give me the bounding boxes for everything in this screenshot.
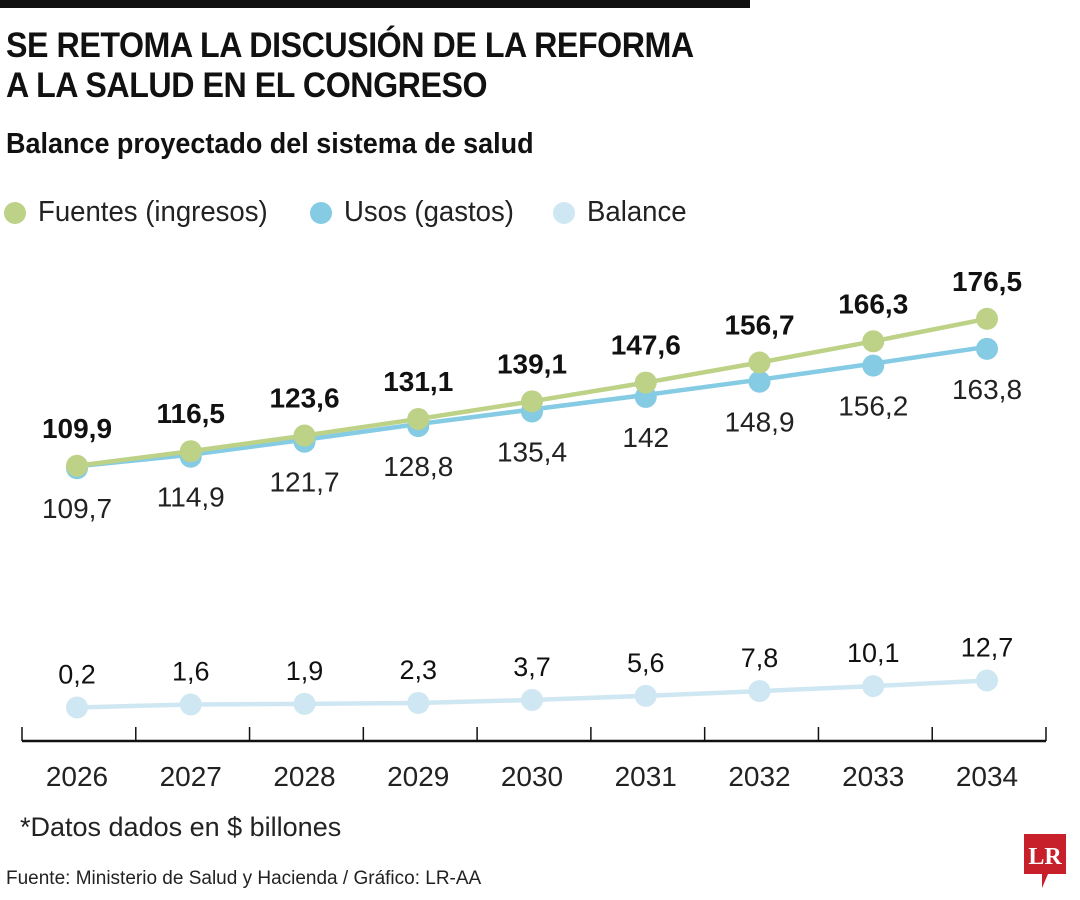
balance-data-label: 3,7 (513, 652, 551, 682)
balance-point (521, 688, 543, 711)
lr-logo-icon: LR (1024, 834, 1066, 888)
usos-data-label: 128,8 (383, 451, 453, 482)
fuentes-data-label: 139,1 (497, 348, 567, 379)
chart-title: SE RETOMA LA DISCUSIÓN DE LA REFORMA A L… (6, 26, 705, 106)
title-line-2: A LA SALUD EN EL CONGRESO (6, 66, 488, 105)
units-note: *Datos dados en $ billones (20, 812, 342, 842)
balance-point (748, 680, 771, 703)
legend: Fuentes (ingresos) Usos (gastos) Balance (4, 196, 721, 229)
fuentes-point (976, 307, 998, 330)
fuentes-point (66, 454, 88, 477)
usos-data-label: 156,2 (838, 391, 908, 422)
balance-data-label: 5,6 (627, 648, 665, 678)
fuentes-point (179, 440, 202, 463)
balance-point (293, 692, 316, 715)
usos-point (748, 370, 771, 393)
x-tick-label: 2028 (273, 761, 335, 792)
fuentes-data-label: 116,5 (156, 398, 225, 429)
x-tick-label: 2033 (842, 761, 904, 792)
legend-item-balance: Balance (552, 196, 692, 229)
legend-label: Balance (586, 196, 687, 228)
fuentes-data-label: 131,1 (383, 366, 453, 397)
usos-point (976, 337, 998, 360)
balance-data-label: 2,3 (399, 655, 437, 685)
balance-data-label: 0,2 (58, 660, 96, 690)
x-tick-label: 2026 (46, 761, 108, 792)
legend-item-usos: Usos (gastos) (309, 196, 523, 229)
legend-label: Usos (gastos) (343, 196, 514, 228)
balance-point (407, 691, 430, 714)
fuentes-point (748, 351, 771, 374)
fuentes-data-label: 123,6 (269, 383, 339, 414)
legend-dot-usos-icon (309, 201, 332, 224)
balance-data-label: 1,6 (172, 656, 210, 686)
balance-point (976, 669, 998, 692)
logo-speech-bubble (1024, 834, 1066, 888)
x-tick-label: 2032 (728, 761, 790, 792)
usos-data-label: 142 (622, 422, 669, 453)
balance-point (179, 693, 202, 716)
fuentes-data-label: 156,7 (724, 309, 794, 340)
usos-data-label: 109,7 (42, 493, 112, 524)
fuentes-point (521, 390, 543, 413)
fuentes-point (634, 371, 657, 394)
usos-point (862, 354, 885, 377)
legend-dot-fuentes-icon (4, 201, 26, 224)
balance-data-label: 12,7 (961, 633, 1014, 663)
fuentes-point (293, 424, 316, 447)
fuentes-data-label: 147,6 (611, 330, 681, 361)
legend-label: Fuentes (ingresos) (38, 196, 268, 228)
balance-point (634, 684, 657, 707)
chart-subtitle: Balance proyectado del sistema de salud (6, 128, 534, 160)
balance-data-label: 10,1 (847, 638, 900, 668)
legend-item-fuentes: Fuentes (ingresos) (4, 196, 280, 229)
fuentes-data-label: 176,5 (952, 266, 1022, 297)
logo-text: LR (1028, 844, 1062, 870)
balance-point (862, 675, 885, 698)
x-tick-label: 2029 (387, 761, 449, 792)
fuentes-point (862, 330, 885, 353)
x-tick-label: 2030 (501, 761, 563, 792)
source-credit: Fuente: Ministerio de Salud y Hacienda /… (6, 868, 482, 889)
legend-dot-balance-icon (552, 201, 575, 224)
title-line-1: SE RETOMA LA DISCUSIÓN DE LA REFORMA (6, 26, 694, 65)
x-tick-label: 2031 (615, 761, 677, 792)
top-rule (0, 0, 750, 8)
balance-data-label: 7,8 (741, 643, 779, 673)
x-tick-label: 2034 (956, 761, 1018, 792)
fuentes-data-label: 166,3 (838, 288, 908, 319)
x-tick-label: 2027 (160, 761, 222, 792)
fuentes-point (407, 407, 430, 430)
balance-data-label: 1,9 (286, 656, 324, 686)
fuentes-data-label: 109,9 (42, 413, 112, 444)
usos-data-label: 114,9 (157, 482, 225, 513)
usos-data-label: 148,9 (724, 407, 794, 438)
balance-point (66, 696, 88, 719)
usos-data-label: 135,4 (497, 437, 567, 468)
usos-data-label: 121,7 (269, 467, 339, 498)
usos-data-label: 163,8 (952, 374, 1022, 405)
